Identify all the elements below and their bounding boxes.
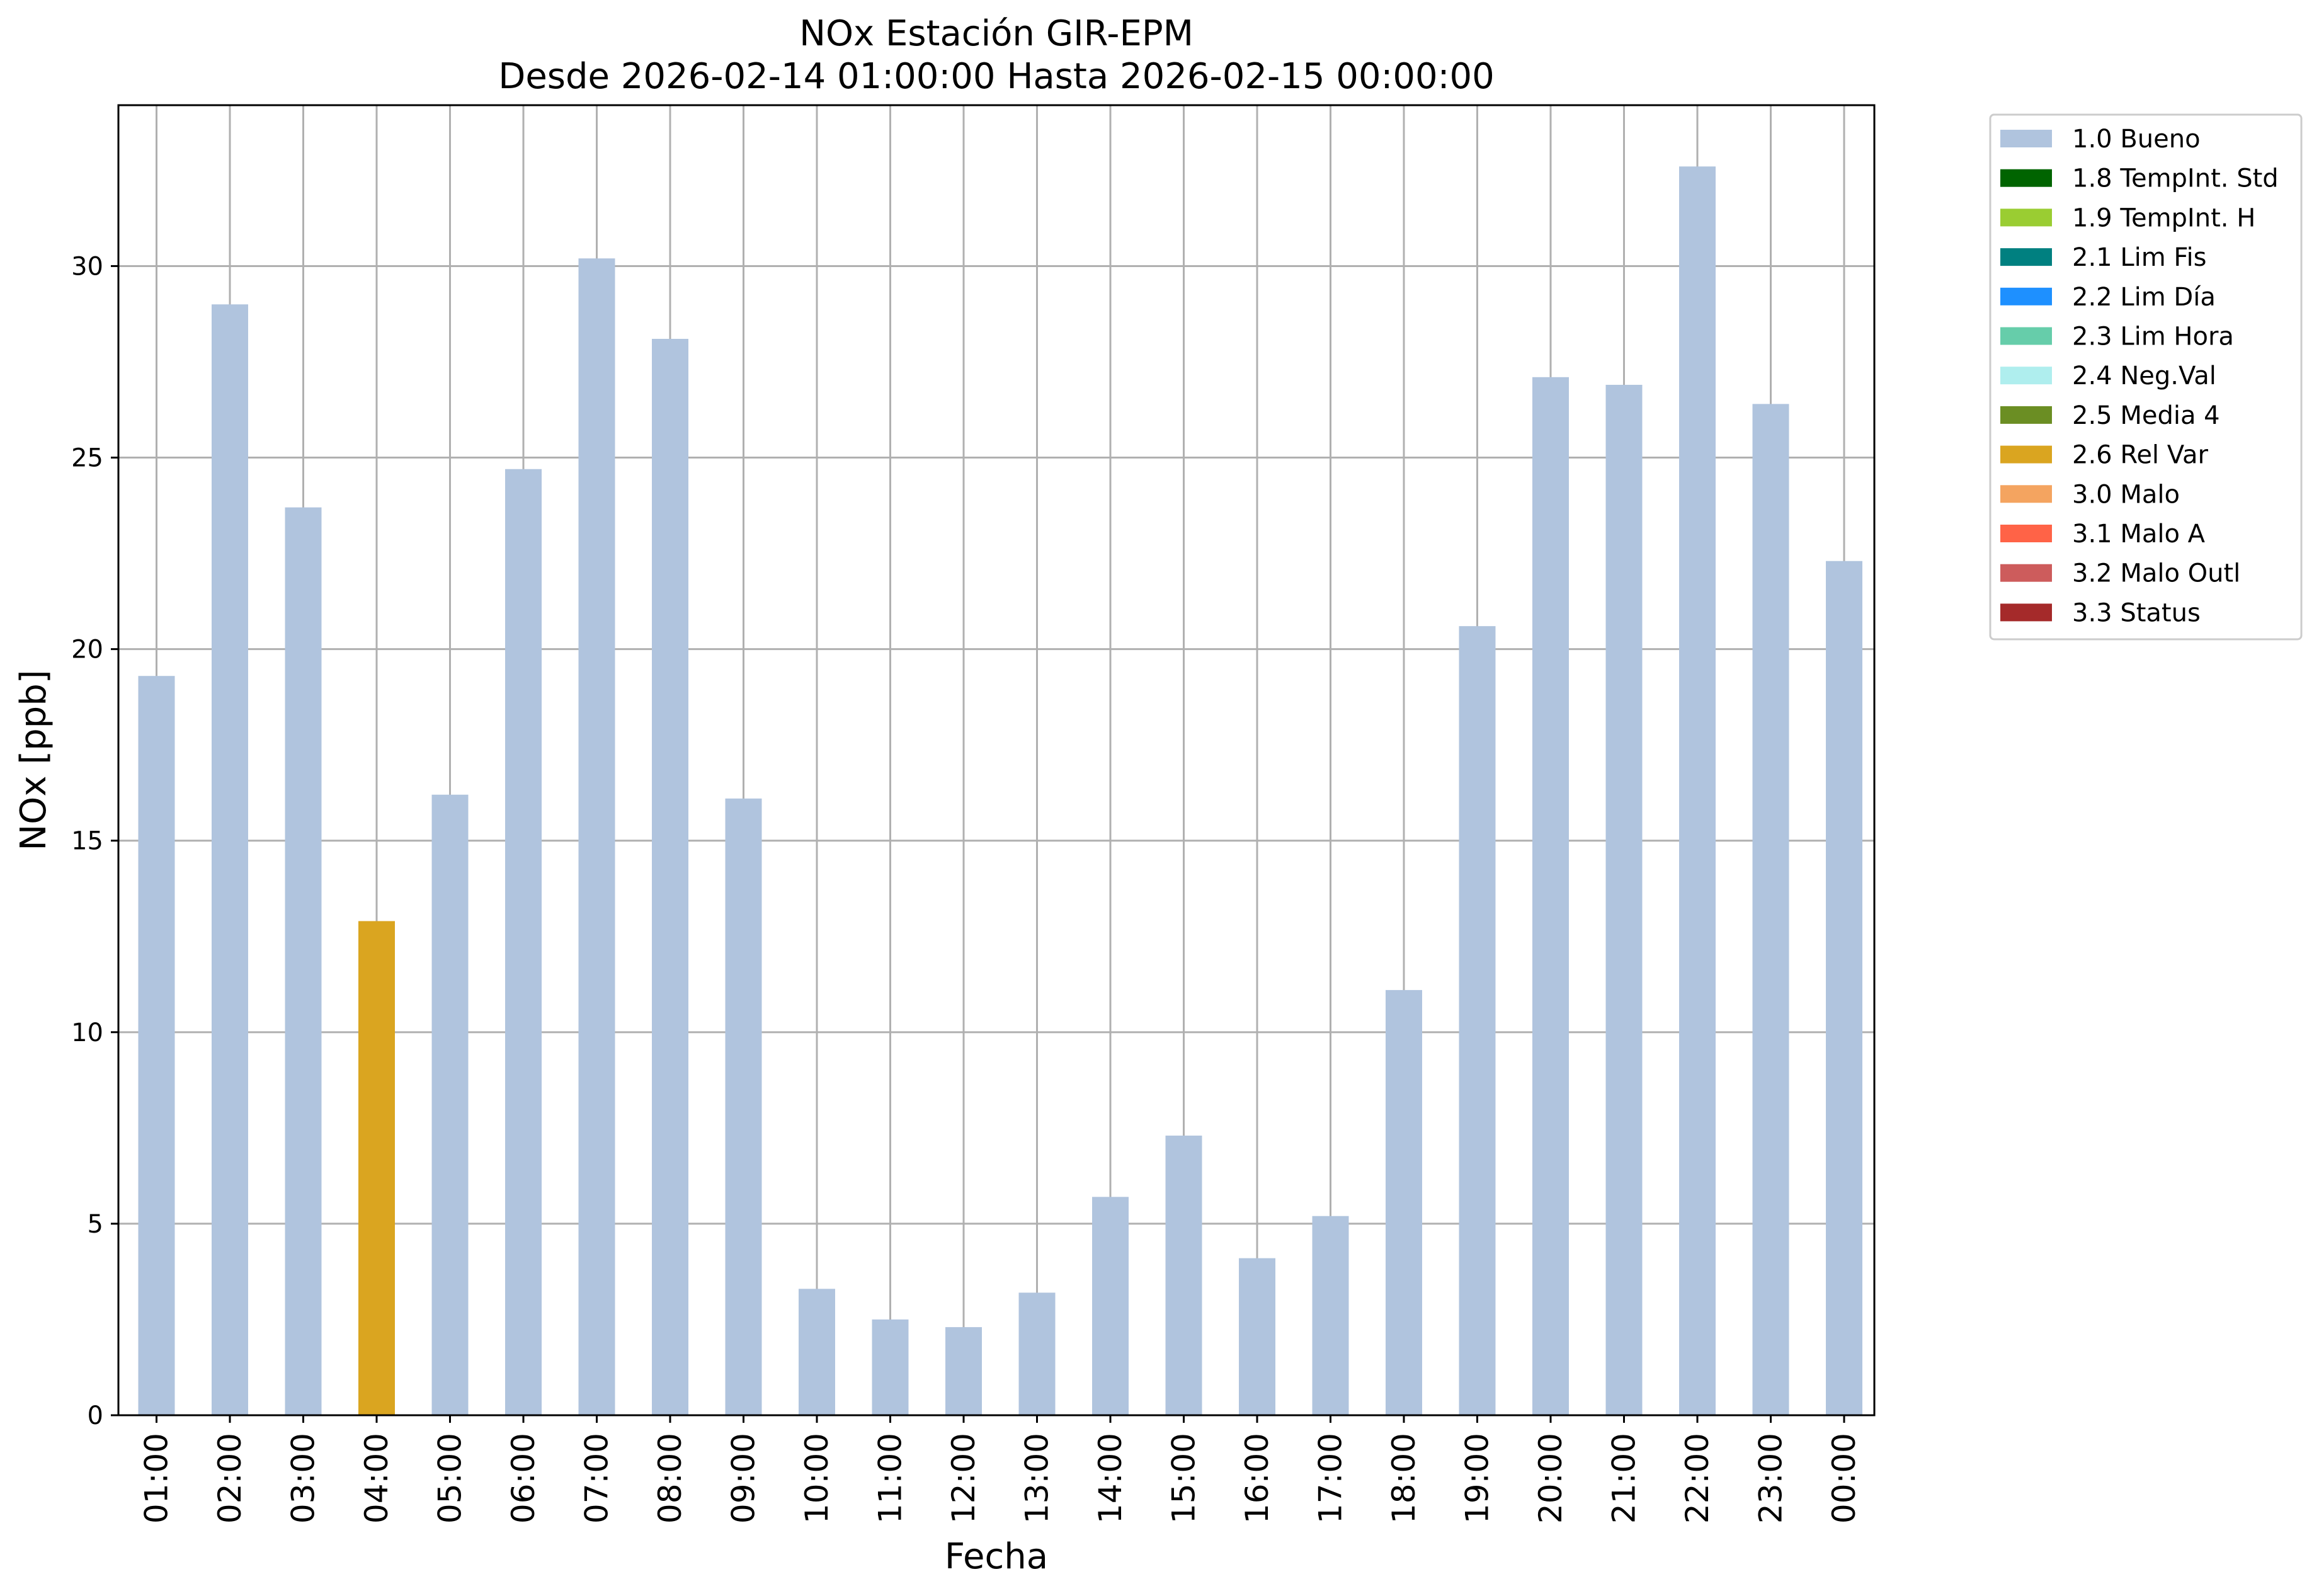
bar-1400 [1092,1197,1129,1415]
x-tick-label: 18:00 [1386,1433,1422,1524]
legend-label: 2.3 Lim Hora [2072,322,2234,351]
legend-label: 1.9 TempInt. H [2072,203,2255,232]
legend-swatch [2000,525,2052,542]
legend-swatch [2000,485,2052,503]
x-tick-label: 12:00 [945,1433,982,1524]
bar-0300 [285,507,322,1416]
bar-1500 [1165,1136,1202,1415]
bar-1100 [872,1319,909,1415]
y-axis: 0 5 10 15 20 25 30 [71,252,118,1430]
x-tick-label: 01:00 [139,1433,175,1524]
bar-0200 [212,304,248,1415]
bar-0600 [505,469,542,1415]
x-tick-label: 04:00 [358,1433,395,1524]
bar-2100 [1605,384,1643,1416]
x-tick-label: 05:00 [432,1433,469,1524]
bar-1700 [1312,1216,1349,1415]
x-tick-label: 10:00 [799,1433,835,1524]
legend-label: 2.2 Lim Día [2072,283,2216,312]
bar-0400 [358,921,395,1415]
x-tick-label: 06:00 [505,1433,542,1524]
plot-area-frame [117,104,1876,1416]
y-tick-label: 15 [71,827,103,856]
y-tick-label: 30 [71,252,103,281]
bar-1300 [1018,1292,1056,1415]
legend-label: 3.3 Status [2072,598,2201,627]
x-axis: 01:00 02:00 03:00 04:00 05:00 06:00 07:00 08:00… [139,1415,1862,1524]
bar-1900 [1459,626,1496,1415]
x-tick-label: 11:00 [872,1433,909,1524]
bar-0100 [138,676,175,1415]
legend-swatch [2000,367,2052,385]
legend: 1.0 Bueno 1.8 TempInt. Std 1.9 TempInt. H 2… [1989,113,2303,641]
legend-label: 2.4 Neg.Val [2072,362,2216,390]
bar-2300 [1752,404,1789,1415]
legend-label: 3.1 Malo A [2072,520,2206,549]
x-tick-label: 07:00 [579,1433,615,1524]
x-tick-label: 03:00 [285,1433,322,1524]
x-tick-label: 13:00 [1019,1433,1056,1524]
legend-swatch [2000,208,2052,227]
legend-swatch [2000,248,2052,266]
bar-2200 [1679,166,1716,1415]
x-axis-label: Fecha [945,1536,1048,1577]
bar-1000 [799,1289,835,1415]
bar-0500 [431,794,469,1415]
x-tick-label: 21:00 [1606,1433,1643,1524]
y-tick-label: 20 [71,636,103,664]
legend-label: 1.0 Bueno [2072,125,2201,154]
x-tick-label: 15:00 [1166,1433,1202,1524]
bar-1600 [1239,1258,1275,1415]
y-axis-label: NOx [ppb] [13,670,54,850]
bar-2000 [1532,377,1569,1415]
legend-label: 2.6 Rel Var [2072,441,2209,470]
legend-swatch [2000,130,2052,147]
x-tick-label: 14:00 [1092,1433,1129,1524]
x-tick-label: 20:00 [1532,1433,1569,1524]
legend-swatch [2000,327,2052,345]
x-tick-label: 22:00 [1679,1433,1716,1524]
legend-label: 1.8 TempInt. Std [2072,164,2279,193]
x-tick-label: 02:00 [212,1433,248,1524]
legend-label: 3.0 Malo [2072,480,2180,509]
chart-subtitle: Desde 2026-02-14 01:00:00 Hasta 2026-02-… [498,56,1495,97]
x-tick-label: 08:00 [652,1433,688,1524]
x-tick-label: 16:00 [1239,1433,1275,1524]
legend-swatch [2000,169,2052,187]
bar-0800 [652,338,688,1415]
y-tick-label: 5 [88,1210,103,1239]
bar-1200 [945,1327,982,1415]
bar-1800 [1386,989,1422,1415]
y-tick-label: 25 [71,444,103,473]
legend-label: 2.1 Lim Fis [2072,243,2206,272]
legend-swatch [2000,603,2052,622]
x-tick-label: 17:00 [1313,1433,1349,1524]
bar-0000 [1826,561,1862,1415]
bar-0700 [578,258,615,1415]
legend-label: 3.2 Malo Outl [2072,559,2240,588]
bar-0900 [725,798,762,1415]
y-tick-label: 10 [71,1018,103,1047]
x-tick-label: 23:00 [1753,1433,1789,1524]
bars [138,166,1862,1416]
legend-label: 2.5 Media 4 [2072,401,2220,430]
y-tick-label: 0 [88,1401,103,1430]
legend-swatch [2000,287,2052,305]
legend-swatch [2000,445,2052,464]
legend-swatch [2000,564,2052,582]
x-tick-label: 09:00 [726,1433,762,1524]
chart-title: NOx Estación GIR-EPM [799,13,1194,54]
legend-swatch [2000,406,2052,424]
x-tick-label: 19:00 [1459,1433,1496,1524]
legend-frame [1989,113,2303,641]
x-tick-label: 00:00 [1826,1433,1862,1524]
